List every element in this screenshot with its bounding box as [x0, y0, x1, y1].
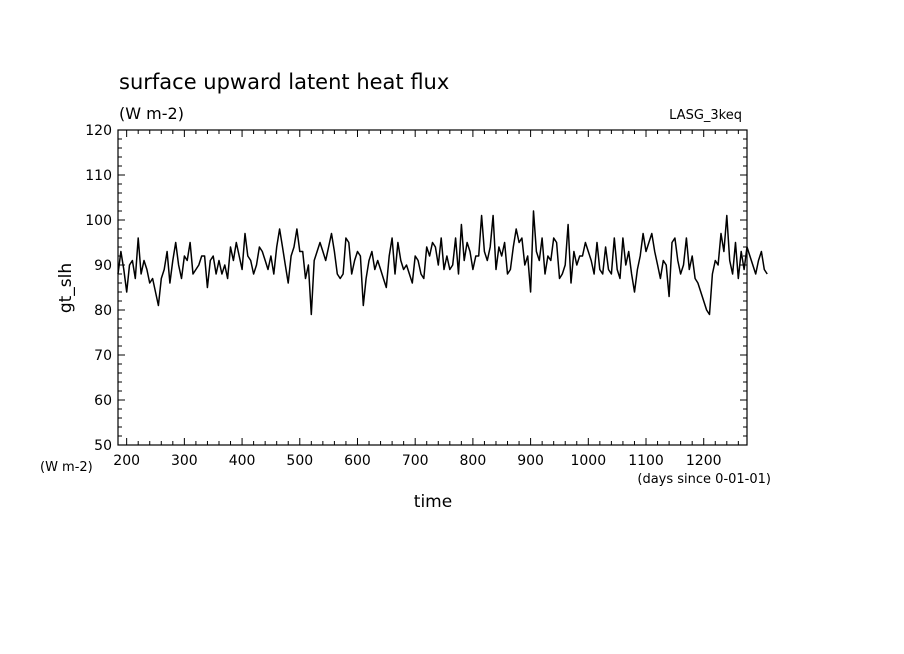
x-tick-label: 300 [171, 453, 198, 469]
x-tick-label: 1100 [628, 453, 664, 469]
y-tick-label: 60 [94, 393, 112, 409]
x-axis-label: time [414, 492, 452, 512]
plot-frame [117, 129, 748, 446]
y-tick-label: 110 [85, 168, 112, 184]
x-axis-units: (days since 0-01-01) [637, 472, 771, 487]
experiment-label: LASG_3keq [669, 108, 742, 123]
x-tick-label: 1000 [570, 453, 606, 469]
x-tick-label: 800 [460, 453, 487, 469]
x-tick-label: 900 [517, 453, 544, 469]
y-axis-label: gt_slh [56, 263, 76, 313]
y-tick-label: 120 [85, 123, 112, 139]
x-tick-label: 1200 [686, 453, 722, 469]
y-ticks: 50 60 70 80 90 100 110 120 [85, 123, 747, 454]
series-layer [117, 210, 768, 316]
y-tick-label: 50 [94, 438, 112, 454]
series-line-0 [117, 210, 768, 316]
y-tick-label: 70 [94, 348, 112, 364]
y-axis-units: (W m-2) [40, 460, 93, 475]
x-tick-label: 200 [113, 453, 140, 469]
y-tick-label: 90 [94, 258, 112, 274]
x-ticks: 200 300 400 500 600 700 800 900 1000 1100 1200 [113, 130, 739, 469]
x-tick-label: 400 [229, 453, 256, 469]
y-tick-label: 100 [85, 213, 112, 229]
x-tick-label: 600 [344, 453, 371, 469]
x-tick-label: 500 [286, 453, 313, 469]
chart-units: (W m-2) [119, 104, 184, 123]
x-tick-label: 700 [402, 453, 429, 469]
y-tick-label: 80 [94, 303, 112, 319]
chart-title: surface upward latent heat flux [119, 70, 449, 94]
